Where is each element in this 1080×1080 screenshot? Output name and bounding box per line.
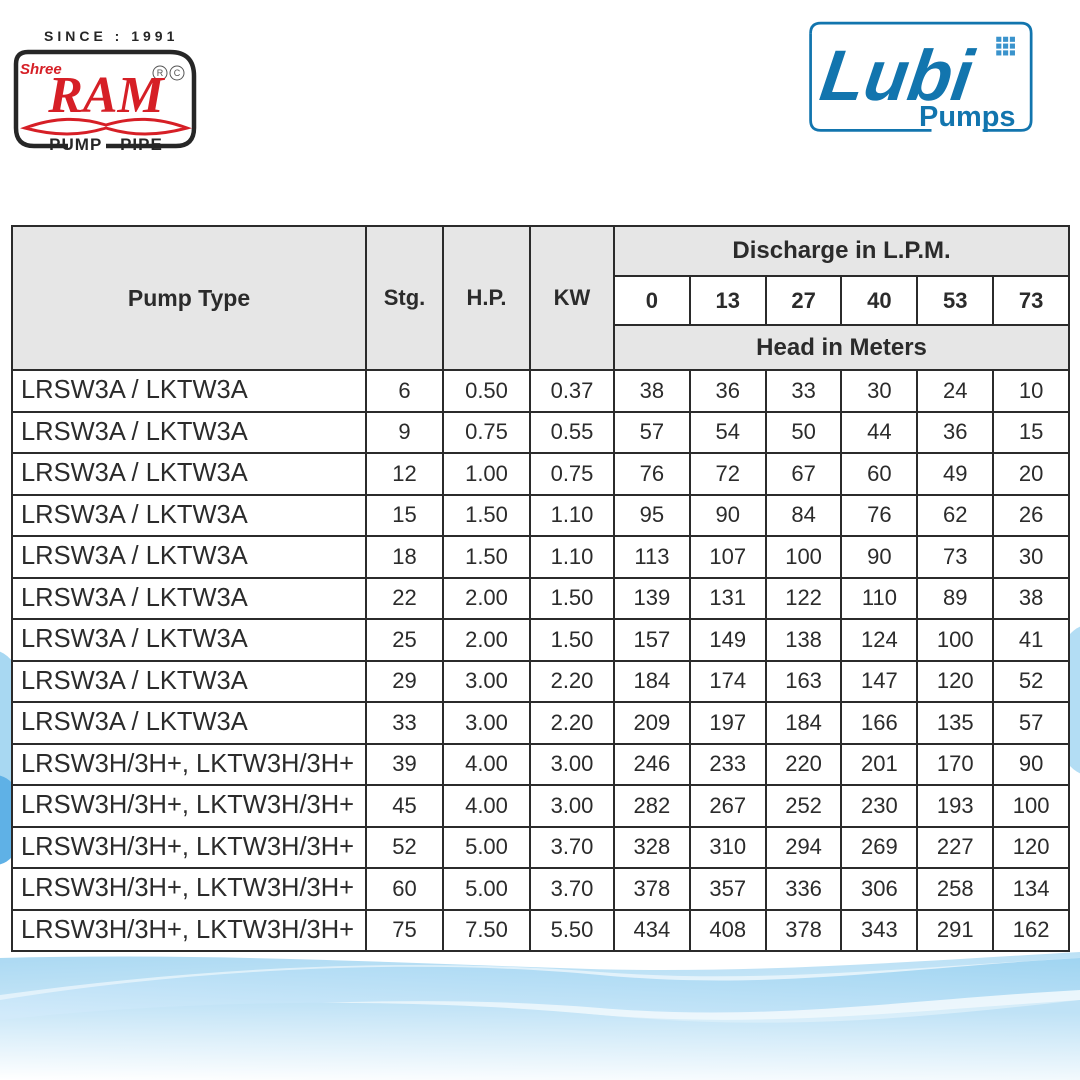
svg-text:PUMP - PIPE: PUMP - PIPE [49,135,163,154]
svg-text:Pumps: Pumps [919,101,1015,133]
svg-text:RAM: RAM [47,67,165,124]
svg-text:C: C [174,68,181,78]
